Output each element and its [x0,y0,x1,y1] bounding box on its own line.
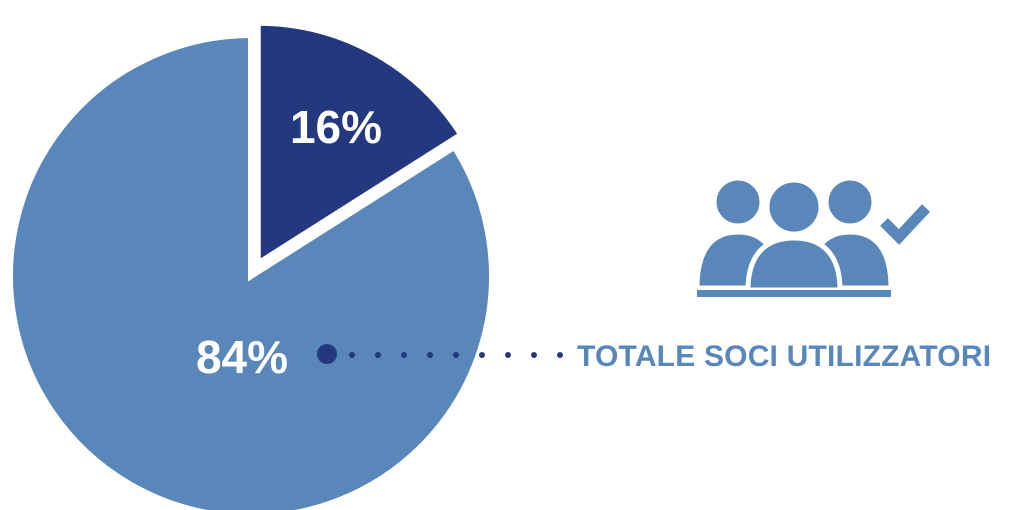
user-head-right [823,175,877,229]
callout-dot [505,352,511,358]
check-icon [880,204,931,245]
callout-connector [317,344,563,364]
user-body-center [745,235,843,293]
callout-dot [531,352,537,358]
callout-dot [427,352,433,358]
user-head-center [764,177,824,237]
callout-dot [375,352,381,358]
users-group-check-icon [694,175,931,297]
icon-base-bar [697,290,891,297]
pie-slice-84 [7,31,495,510]
callout-dot [479,352,485,358]
callout-label: TOTALE SOCI UTILIZZATORI [577,340,991,373]
pie-slice-16 [254,19,466,270]
slice-label-16: 16% [290,101,382,153]
callout-dot [401,352,407,358]
callout-anchor-dot [317,344,337,364]
callout-dot [349,352,355,358]
callout-dot [557,352,563,358]
pie-group: 16% 84% [7,19,495,510]
callout-dot [453,352,459,358]
slice-label-84: 84% [196,331,288,383]
user-head-left [711,175,765,229]
